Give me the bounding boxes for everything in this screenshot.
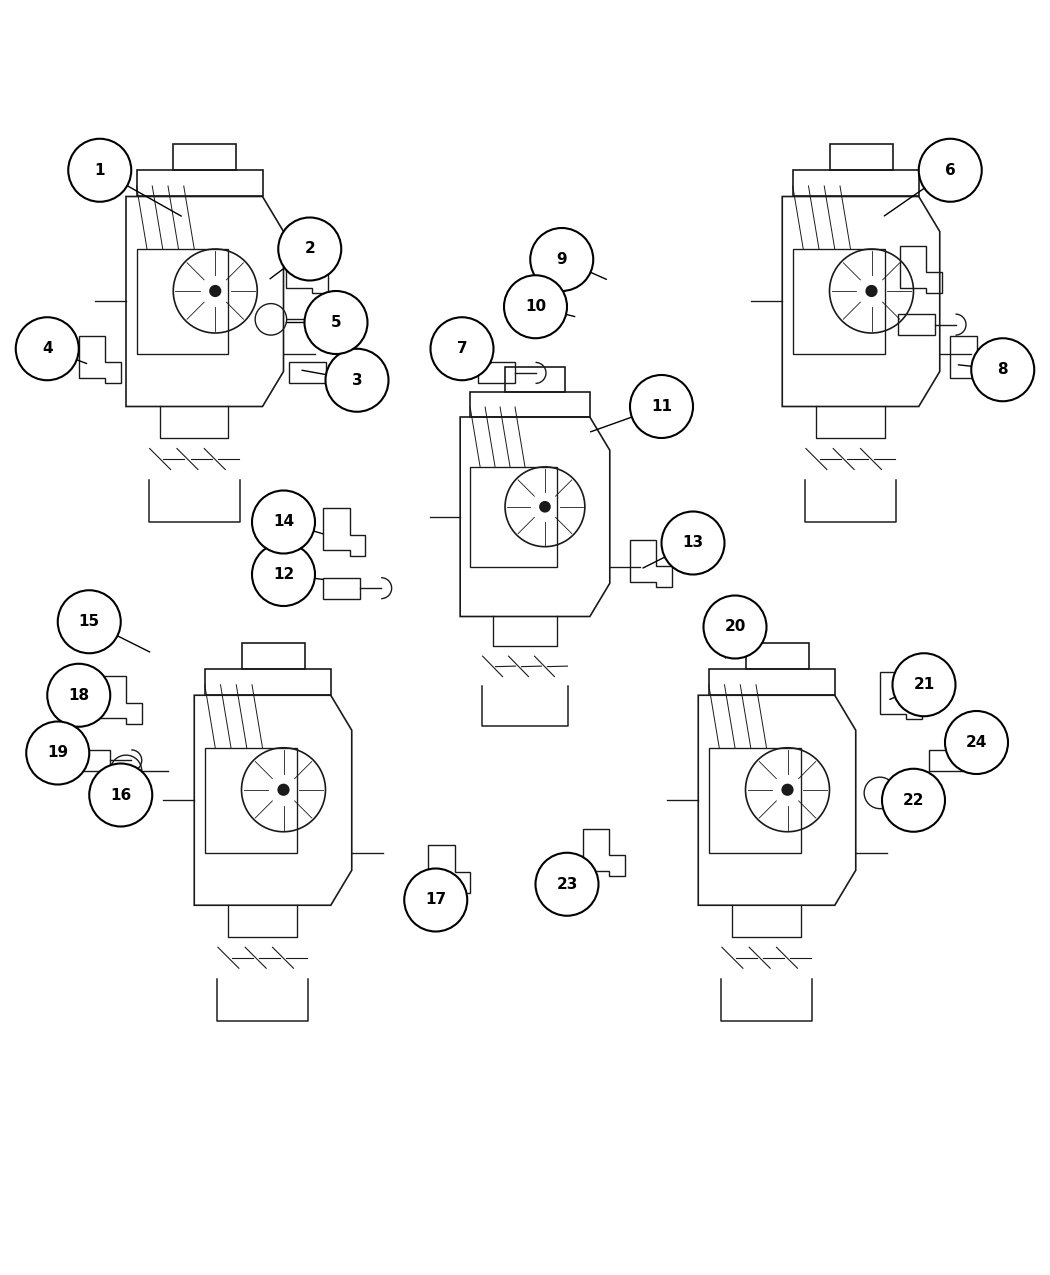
Circle shape [58, 590, 121, 653]
Circle shape [26, 722, 89, 784]
Text: 24: 24 [966, 734, 987, 750]
Circle shape [882, 769, 945, 831]
Circle shape [919, 139, 982, 201]
Circle shape [304, 291, 368, 354]
Circle shape [536, 853, 598, 915]
Text: 5: 5 [331, 315, 341, 330]
Circle shape [430, 317, 494, 380]
Circle shape [16, 317, 79, 380]
Text: 15: 15 [79, 615, 100, 630]
Circle shape [89, 764, 152, 826]
Circle shape [210, 286, 220, 296]
Text: 3: 3 [352, 372, 362, 388]
Text: 23: 23 [556, 877, 578, 891]
Circle shape [782, 784, 793, 796]
Text: 6: 6 [945, 163, 956, 177]
Text: 19: 19 [47, 746, 68, 760]
Text: 11: 11 [651, 399, 672, 414]
Circle shape [704, 595, 766, 658]
Circle shape [326, 349, 388, 412]
Text: 22: 22 [903, 793, 924, 808]
Text: 12: 12 [273, 567, 294, 581]
Circle shape [540, 502, 550, 511]
Circle shape [662, 511, 724, 575]
Text: 13: 13 [682, 536, 704, 551]
Text: 17: 17 [425, 892, 446, 908]
Circle shape [504, 275, 567, 338]
Text: 16: 16 [110, 788, 131, 802]
Circle shape [404, 868, 467, 932]
Circle shape [892, 653, 956, 717]
Circle shape [630, 375, 693, 439]
Text: 8: 8 [998, 362, 1008, 377]
Text: 10: 10 [525, 300, 546, 314]
Text: 7: 7 [457, 342, 467, 356]
Circle shape [866, 286, 877, 296]
Circle shape [945, 711, 1008, 774]
Circle shape [47, 664, 110, 727]
Circle shape [971, 338, 1034, 402]
Circle shape [252, 491, 315, 553]
Text: 2: 2 [304, 241, 315, 256]
Circle shape [278, 784, 289, 796]
Text: 14: 14 [273, 515, 294, 529]
Circle shape [252, 543, 315, 606]
Circle shape [530, 228, 593, 291]
Text: 1: 1 [94, 163, 105, 177]
Text: 4: 4 [42, 342, 52, 356]
Text: 21: 21 [914, 677, 934, 692]
Circle shape [278, 218, 341, 280]
Circle shape [68, 139, 131, 201]
Text: 9: 9 [556, 252, 567, 266]
Text: 18: 18 [68, 687, 89, 703]
Text: 20: 20 [724, 620, 746, 635]
